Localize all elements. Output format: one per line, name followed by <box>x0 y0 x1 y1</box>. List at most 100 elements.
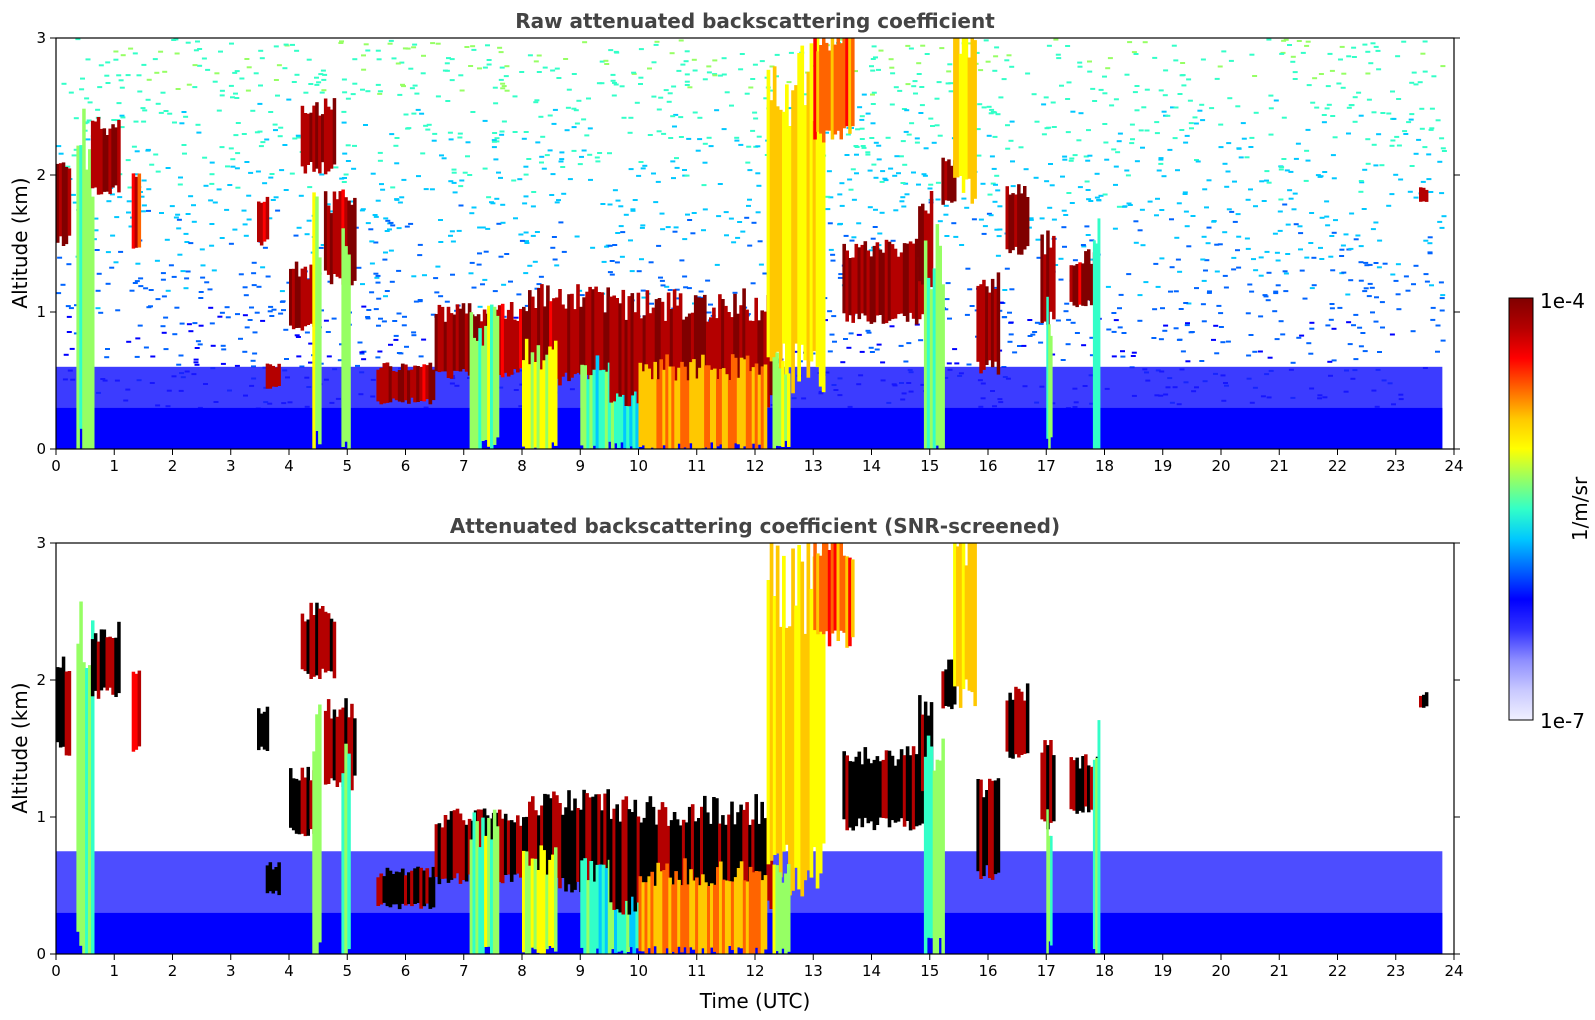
backscatter-feature <box>636 816 641 903</box>
noise-pixel <box>132 52 138 55</box>
noise-pixel <box>185 213 191 215</box>
backscatter-feature <box>467 818 472 875</box>
noise-pixel <box>667 92 673 95</box>
noise-pixel <box>1358 345 1364 348</box>
backscatter-feature <box>624 796 629 901</box>
backscatter-feature <box>644 364 649 449</box>
noise-pixel <box>992 286 998 289</box>
noise-pixel <box>682 169 687 171</box>
backscatter-feature <box>645 802 650 910</box>
noise-pixel <box>750 129 756 132</box>
noise-pixel <box>1300 51 1306 54</box>
noise-pixel <box>1168 290 1173 293</box>
noise-pixel <box>241 209 247 212</box>
noise-pixel <box>421 338 427 341</box>
noise-pixel <box>1041 133 1047 136</box>
backscatter-feature <box>404 875 408 906</box>
noise-pixel <box>387 228 392 231</box>
backscatter-feature <box>860 244 865 314</box>
noise-pixel <box>257 130 263 133</box>
noise-pixel <box>279 169 285 172</box>
backscatter-feature <box>259 713 264 747</box>
noise-pixel <box>651 61 657 64</box>
noise-pixel <box>1137 294 1143 297</box>
noise-pixel <box>1176 202 1182 205</box>
noise-pixel <box>370 172 376 175</box>
backscatter-feature <box>76 145 80 449</box>
noise-pixel <box>118 79 124 82</box>
noise-pixel <box>493 158 499 161</box>
backscatter-feature <box>684 316 689 397</box>
noise-pixel <box>890 72 896 75</box>
backscatter-feature <box>309 780 313 830</box>
backscatter-feature <box>920 260 925 315</box>
noise-pixel <box>702 78 708 81</box>
noise-pixel <box>219 237 225 239</box>
noise-pixel <box>135 262 141 265</box>
backscatter-feature <box>863 747 868 818</box>
backscatter-feature <box>727 881 732 946</box>
noise-pixel <box>908 47 914 50</box>
noise-pixel <box>105 282 111 285</box>
noise-pixel <box>1309 212 1315 214</box>
backscatter-feature <box>816 553 820 635</box>
noise-pixel <box>1138 129 1144 132</box>
noise-pixel <box>114 216 120 219</box>
backscatter-feature <box>633 799 638 912</box>
noise-pixel <box>1236 266 1242 269</box>
backscatter-feature <box>656 862 660 954</box>
backscatter-feature <box>745 881 750 954</box>
noise-pixel <box>1304 256 1310 259</box>
noise-pixel <box>318 73 324 76</box>
noise-pixel <box>924 53 930 55</box>
noise-pixel <box>1401 40 1407 43</box>
noise-pixel <box>916 183 921 186</box>
noise-pixel <box>244 326 250 329</box>
noise-pixel <box>986 212 992 215</box>
noise-pixel <box>458 204 464 207</box>
noise-pixel <box>869 137 875 139</box>
noise-pixel <box>756 184 762 187</box>
noise-pixel <box>682 238 688 241</box>
backscatter-feature <box>893 765 898 823</box>
noise-pixel <box>1358 261 1364 264</box>
noise-pixel <box>1245 312 1251 315</box>
backscatter-feature <box>953 543 957 687</box>
noise-pixel <box>369 291 375 294</box>
noise-pixel <box>441 157 447 160</box>
noise-pixel <box>1424 280 1430 283</box>
backscatter-feature <box>410 870 414 907</box>
backscatter-feature <box>857 247 862 320</box>
noise-pixel <box>1253 205 1258 208</box>
noise-pixel <box>1074 332 1080 334</box>
noise-pixel <box>119 114 125 117</box>
noise-pixel <box>828 196 834 199</box>
colorbar-max-label: 1e-4 <box>1540 289 1585 313</box>
noise-pixel <box>1427 251 1433 254</box>
backscatter-feature <box>347 254 351 449</box>
noise-pixel <box>628 239 633 242</box>
backscatter-feature <box>848 38 852 134</box>
noise-pixel <box>831 315 837 318</box>
noise-pixel <box>93 229 99 232</box>
noise-pixel <box>258 145 264 148</box>
backscatter-feature <box>312 751 316 954</box>
noise-pixel <box>825 208 831 211</box>
noise-pixel <box>1117 326 1123 329</box>
noise-pixel <box>1292 192 1298 195</box>
noise-pixel <box>503 75 509 78</box>
noise-pixel <box>298 194 304 197</box>
backscatter-feature <box>271 365 275 387</box>
noise-pixel <box>339 177 345 180</box>
backscatter-feature <box>341 707 345 787</box>
backscatter-feature <box>458 813 463 884</box>
noise-pixel <box>63 353 69 356</box>
backscatter-feature <box>878 761 883 818</box>
backscatter-feature <box>606 789 610 886</box>
backscatter-feature <box>416 366 420 402</box>
noise-pixel <box>471 48 477 51</box>
noise-pixel <box>995 113 1001 116</box>
noise-pixel <box>691 58 697 61</box>
noise-pixel <box>527 264 533 267</box>
backscatter-feature <box>941 738 945 954</box>
